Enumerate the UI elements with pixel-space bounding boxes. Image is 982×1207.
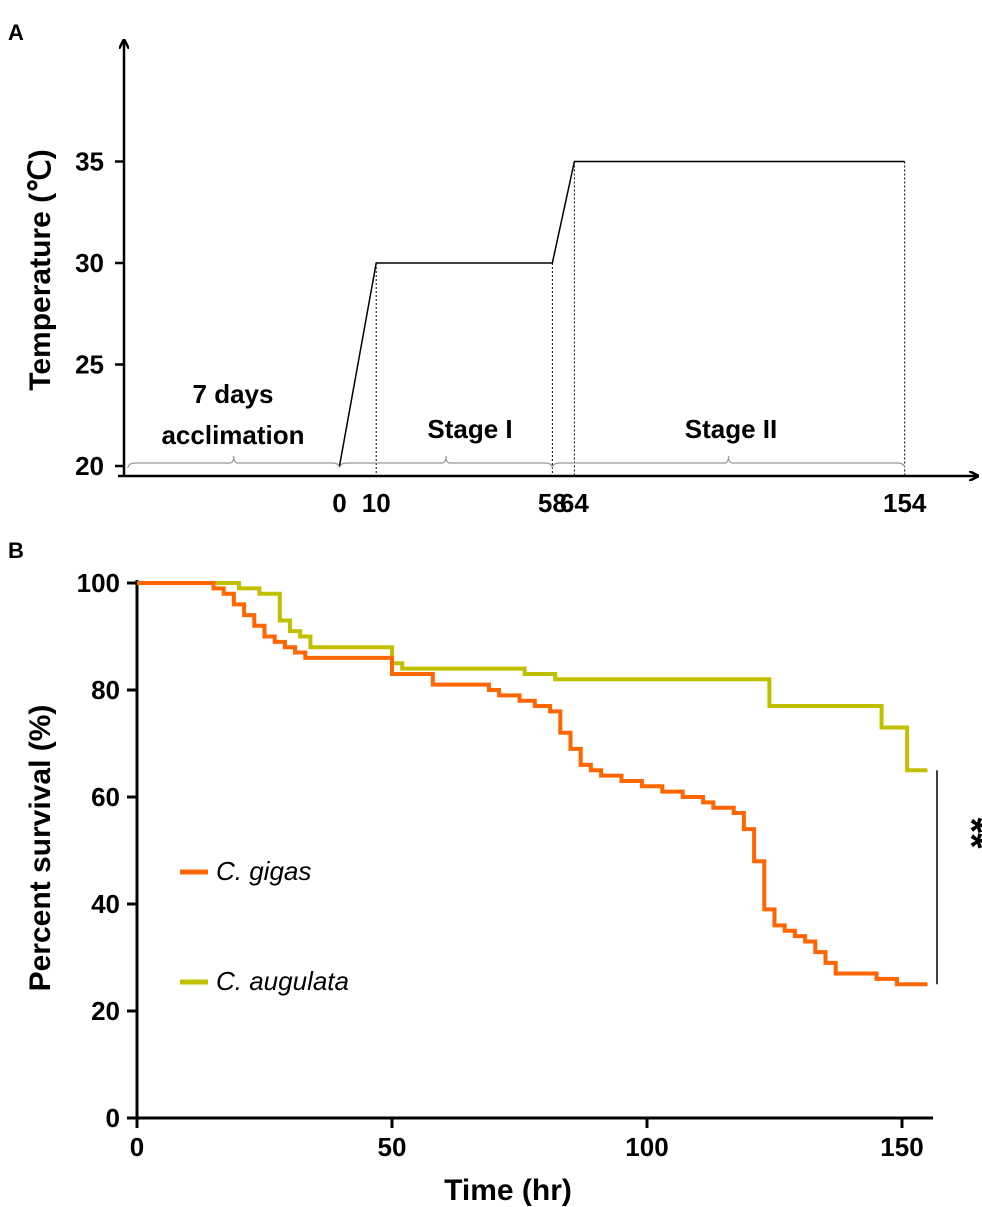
series-c-gigas-line — [137, 581, 928, 987]
legend-label-c-augulata: C. augulata — [216, 966, 349, 996]
panel-b: B 0 20 40 60 80 100 0 50 100 150 C. gigas C. augu… — [8, 538, 982, 1207]
panel-a-x-tick-label: 58 — [538, 488, 567, 518]
panel-b-series — [137, 581, 928, 987]
panel-a-label: A — [8, 20, 24, 45]
panel-b-x-tick-label: 100 — [625, 1132, 668, 1162]
panel-a-annotation-label: acclimation — [161, 420, 304, 450]
panel-b-x-tick-label: 50 — [378, 1132, 407, 1162]
panel-a-brace — [338, 455, 553, 469]
panel-a-series — [338, 160, 905, 467]
panel-b-x-ticks: 0 50 100 150 — [130, 1118, 924, 1162]
panel-b-x-tick-label: 0 — [130, 1132, 144, 1162]
panel-b-y-axis-title: Percent survival (%) — [24, 705, 57, 992]
panel-a-y-tick-label: 30 — [75, 248, 104, 278]
panel-b-y-tick-label: 20 — [91, 996, 120, 1026]
series-c-augulata-line — [137, 581, 928, 773]
panel-a-brace — [551, 455, 906, 469]
panel-b-y-tick-label: 60 — [91, 782, 120, 812]
panel-a-temperature-line — [338, 160, 905, 467]
panel-b-y-ticks: 0 20 40 60 80 100 — [77, 568, 137, 1133]
panel-b-x-tick-label: 150 — [880, 1132, 923, 1162]
panel-a-stage-braces — [127, 455, 906, 469]
panel-a-stage-labels: 7 days acclimation Stage I Stage II — [161, 379, 777, 450]
panel-a-y-ticks: 20 25 30 35 — [75, 147, 124, 481]
panel-a-y-tick-label: 25 — [75, 350, 104, 380]
panel-a-x-tick-label: 154 — [883, 488, 927, 518]
panel-b-y-tick-label: 80 — [91, 675, 120, 705]
panel-a-y-tick-label: 20 — [75, 451, 104, 481]
panel-a-x-tick-label: 10 — [362, 488, 391, 518]
panel-b-x-axis-title: Time (hr) — [444, 1174, 572, 1207]
panel-a-annotation-label: 7 days — [193, 379, 274, 409]
panel-a-annotation-label: Stage I — [427, 414, 512, 444]
panel-b-legend: C. gigas C. augulata — [180, 856, 349, 996]
panel-a-x-tick-label: 64 — [560, 488, 589, 518]
legend-label-c-gigas: C. gigas — [216, 856, 311, 886]
panel-b-y-tick-label: 40 — [91, 889, 120, 919]
panel-a-stage-dividers — [375, 161, 906, 476]
panel-b-label: B — [8, 538, 24, 563]
panel-b-y-tick-label: 0 — [106, 1103, 120, 1133]
panel-b-significance: ** — [936, 770, 982, 985]
panel-a-x-tick-label: 0 — [332, 488, 346, 518]
panel-a-y-tick-label: 35 — [75, 147, 104, 177]
panel-b-y-tick-label: 100 — [77, 568, 120, 598]
panel-a-brace — [127, 455, 341, 469]
panel-a-y-axis-title: Temperature (℃) — [24, 149, 57, 391]
panel-a-annotation-label: Stage II — [685, 414, 777, 444]
significance-label: ** — [949, 817, 982, 849]
